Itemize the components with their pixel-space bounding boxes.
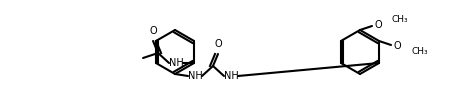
Text: O: O <box>374 20 382 30</box>
Text: CH₃: CH₃ <box>411 47 428 56</box>
Text: NH: NH <box>188 71 202 81</box>
Text: CH₃: CH₃ <box>392 16 409 25</box>
Text: O: O <box>214 39 222 49</box>
Text: NH: NH <box>224 71 238 81</box>
Text: O: O <box>149 26 157 36</box>
Text: O: O <box>393 41 401 51</box>
Text: NH: NH <box>169 58 183 68</box>
